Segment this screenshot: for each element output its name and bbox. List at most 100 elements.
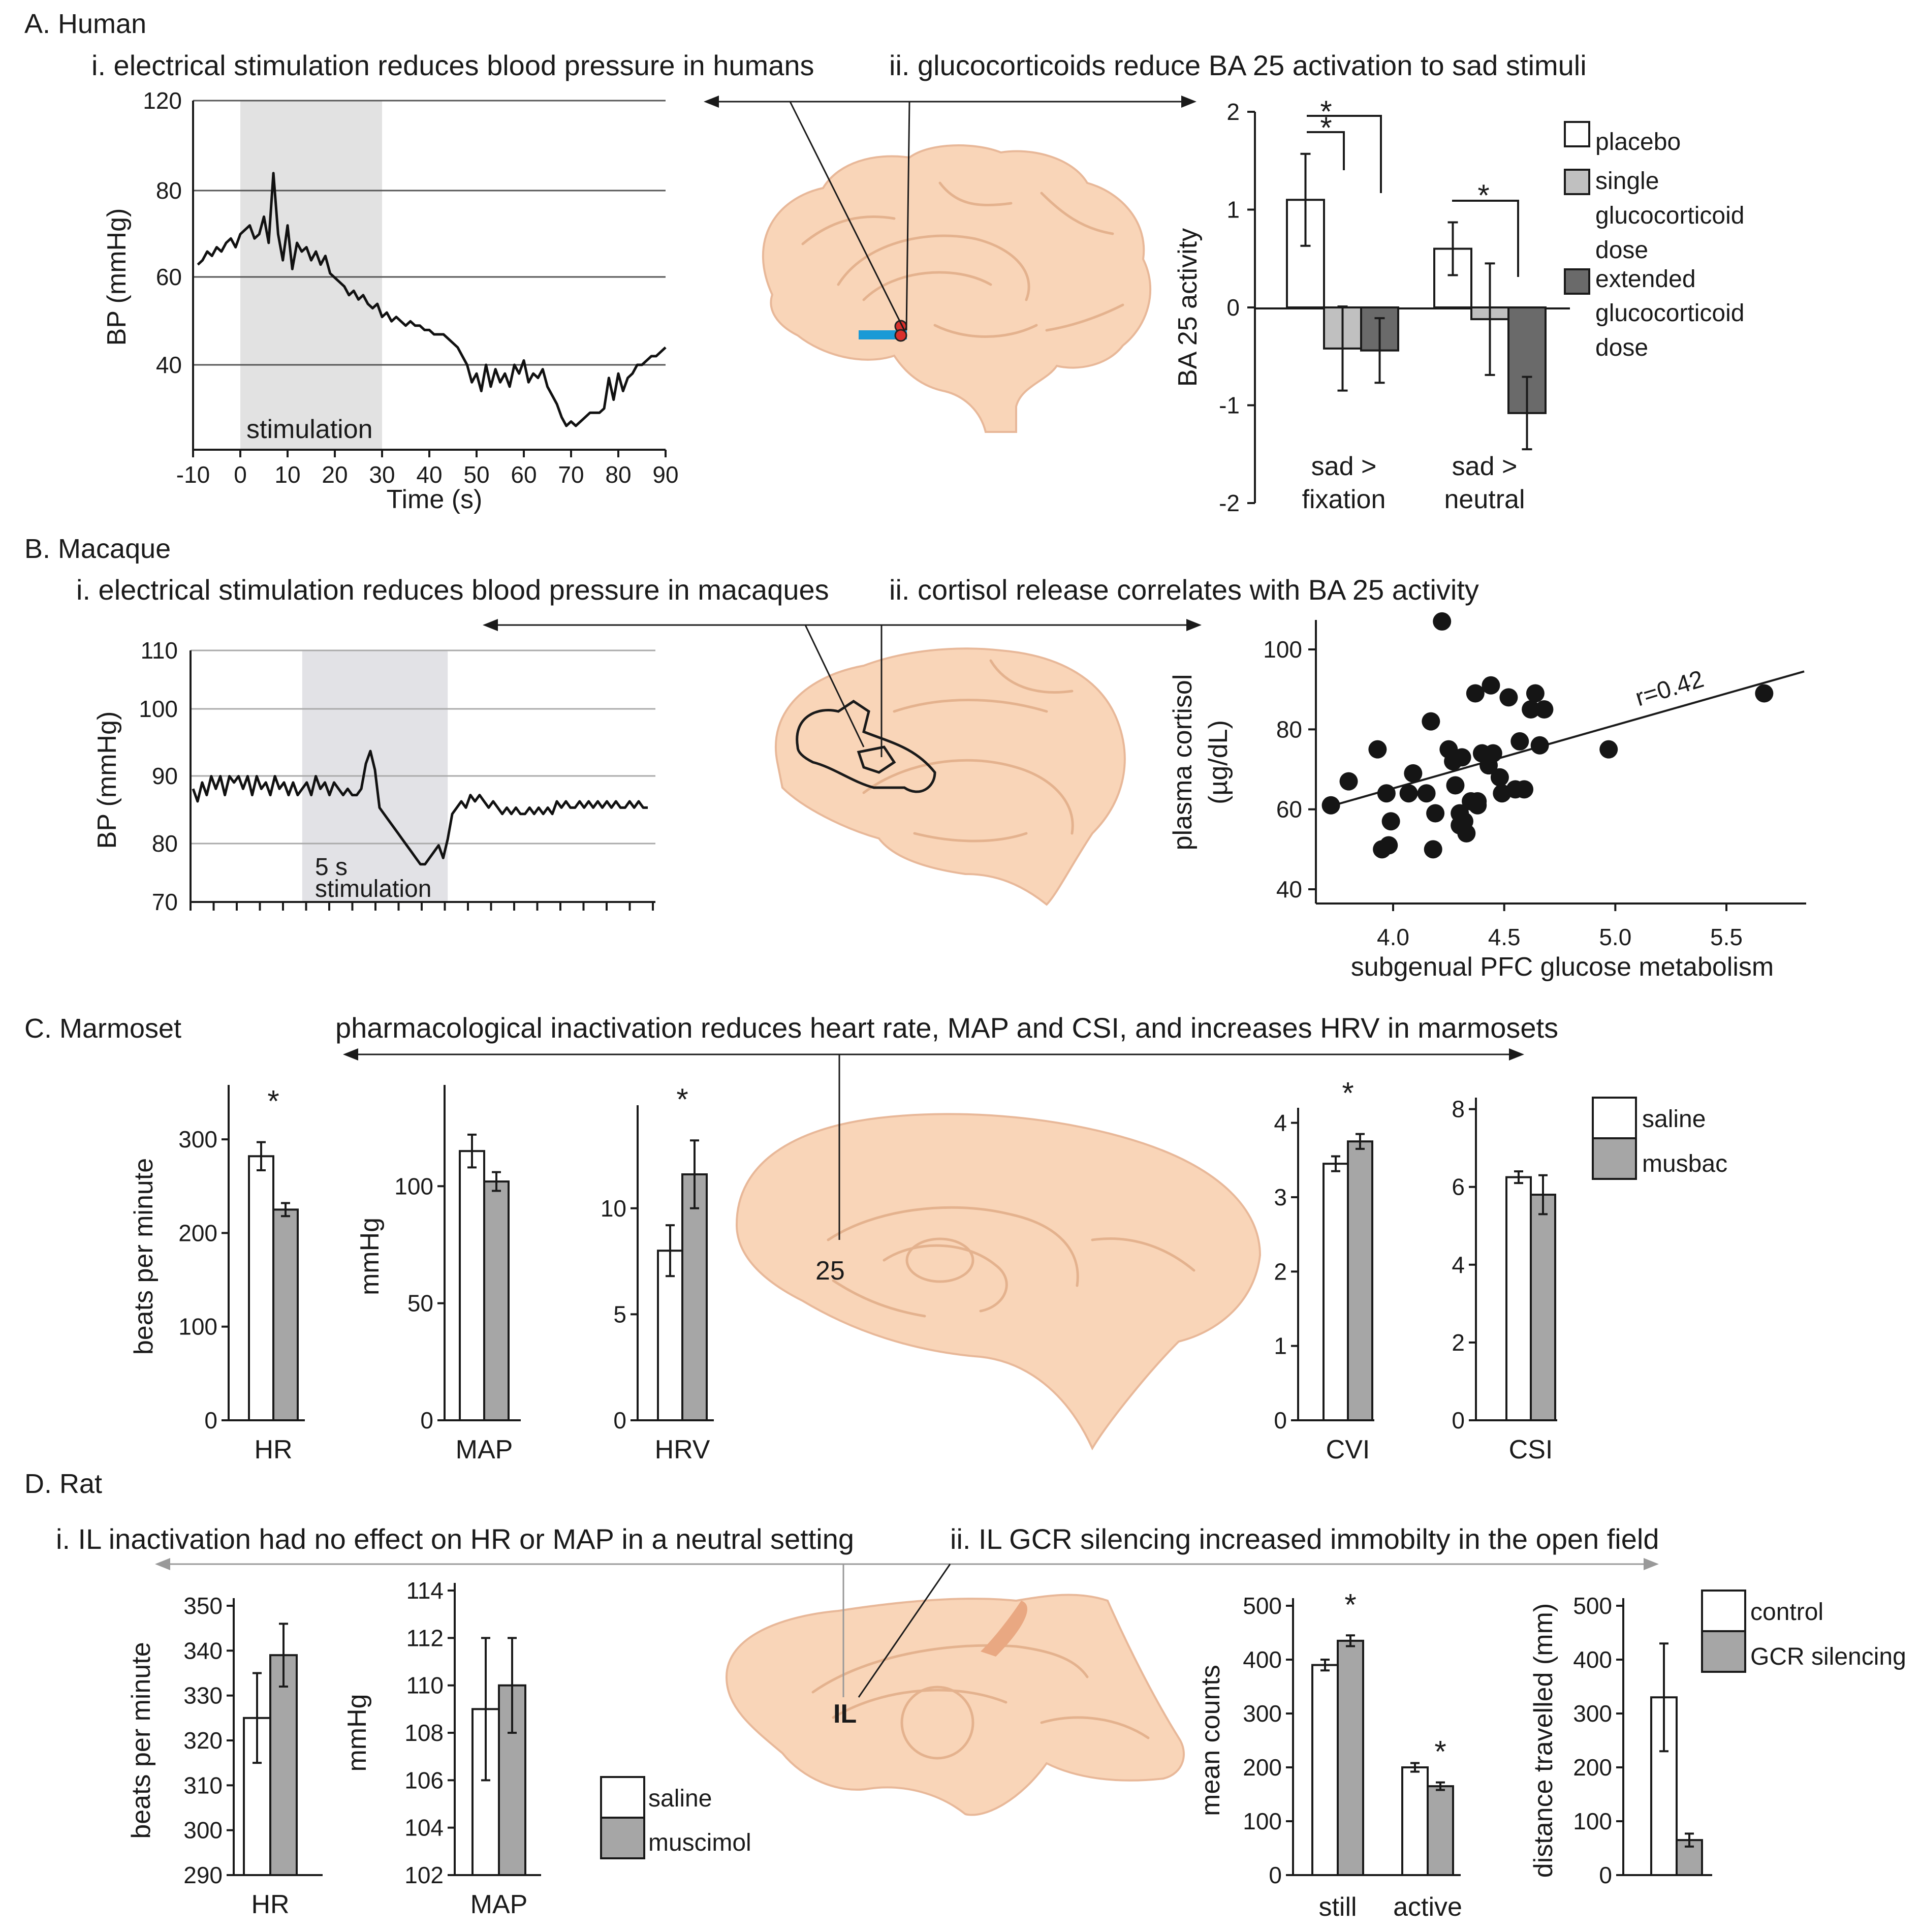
y-tick-120: 120 <box>143 87 182 114</box>
legend-swatch-saline <box>600 1776 645 1819</box>
subplot-counts: 0 100 200 300 400 500 mean counts still * active * <box>1196 1587 1462 1922</box>
y-tick-90: 90 <box>152 763 178 789</box>
ba25-inner-outline <box>857 745 896 774</box>
bar <box>1337 1639 1364 1876</box>
legend-glucocorticoid: glucocorticoid <box>1595 202 1744 229</box>
scatter-point <box>1530 736 1549 755</box>
y-tick-label: 50 <box>407 1290 433 1317</box>
brain-fold <box>893 699 1048 713</box>
legend-musbac: musbac <box>1642 1150 1727 1177</box>
scatter-point <box>1522 700 1540 719</box>
y-tick-label: 0 <box>1226 294 1240 321</box>
chart-b-ii: 40 60 80 100 4.0 4.5 5.0 5.5 plasma cortisol (µ… <box>1168 612 1806 982</box>
panel-c-title: pharmacological inactivation reduces hea… <box>335 1012 1558 1044</box>
x-tick-label: 4.0 <box>1377 924 1409 950</box>
scatter-point <box>1526 684 1545 703</box>
brain-fold <box>811 1644 1089 1694</box>
bar <box>459 1150 485 1421</box>
panel-c-label: C. Marmoset <box>24 1013 181 1044</box>
brain-outline <box>725 1594 1185 1816</box>
y-tick-label: 112 <box>406 1625 444 1651</box>
brain-fold <box>1045 303 1124 332</box>
subplot-map: 0 50 100 mmHg MAP <box>355 1085 521 1464</box>
y-tick-label: 102 <box>404 1862 444 1888</box>
y-tick-label: 4 <box>1452 1252 1465 1278</box>
legend-swatch-placebo <box>1564 121 1590 147</box>
scatter-point <box>1510 732 1529 751</box>
scatter-point <box>1468 792 1487 811</box>
scatter-point <box>1422 712 1440 731</box>
y-tick-label: 100 <box>394 1173 433 1199</box>
x-tick-label: 60 <box>511 461 537 488</box>
brain-fold <box>862 271 992 301</box>
bar <box>1401 1766 1429 1876</box>
rat-brain-illustration: IL <box>155 1558 1659 1816</box>
y-tick-label: 0 <box>1274 1407 1287 1434</box>
y-tick-label: 330 <box>183 1682 223 1709</box>
y-tick-label: 300 <box>1243 1700 1282 1727</box>
legend-control: control <box>1750 1599 1823 1626</box>
y-tick-label: 100 <box>178 1314 217 1340</box>
brain-fold <box>1040 1716 1150 1739</box>
brain-fold <box>862 759 1074 835</box>
arrowhead-left <box>704 96 719 108</box>
y-tick-110: 110 <box>141 637 178 664</box>
category-label: CSI <box>1509 1435 1553 1464</box>
marmoset-brain-illustration: 25 <box>343 1048 1524 1451</box>
y-tick-label: 340 <box>183 1637 223 1664</box>
sig-star: * <box>1477 178 1489 212</box>
legend-placebo: placebo <box>1595 129 1681 155</box>
brain-outline <box>774 647 1126 906</box>
sig-star: * <box>1434 1735 1446 1769</box>
group-label-2-line2: neutral <box>1444 485 1525 514</box>
category-label: MAP <box>456 1435 513 1464</box>
y-axis-label: BP (mmHg) <box>102 208 132 346</box>
brain-fold <box>938 181 1013 207</box>
y-tick-label: 80 <box>1276 716 1302 742</box>
pointer-line <box>905 101 910 331</box>
y-tick-label: -2 <box>1219 490 1240 516</box>
y-tick-label: 4 <box>1274 1110 1287 1136</box>
x-ticks: -10 0 10 20 30 40 50 60 70 80 90 <box>176 450 679 488</box>
y-tick-label: 104 <box>404 1815 444 1841</box>
brain-fold <box>989 659 1074 694</box>
sig-star: * <box>1342 1076 1353 1110</box>
y-axis-label-line2: (µg/dL) <box>1204 720 1233 804</box>
electrode-marker <box>894 329 907 342</box>
brain-fold <box>905 1237 974 1283</box>
stimulation-label: stimulation <box>246 415 373 444</box>
legend-saline: saline <box>648 1785 712 1812</box>
category-label: still <box>1318 1892 1357 1922</box>
y-tick-100: 100 <box>139 696 178 722</box>
panel-b-i-title: i. electrical stimulation reduces blood … <box>76 574 829 606</box>
scatter-point <box>1417 784 1436 803</box>
il-label: IL <box>833 1699 857 1729</box>
x-tick-label: -10 <box>176 461 210 488</box>
y-axis-label: mmHg <box>355 1218 385 1295</box>
brain-fold <box>827 1206 1079 1287</box>
y-tick-label: -1 <box>1219 392 1240 419</box>
arrowhead-right <box>1644 1558 1659 1570</box>
y-tick-80: 80 <box>156 177 182 204</box>
sig-bracket <box>1307 131 1345 170</box>
scatter-points <box>1321 612 1774 859</box>
legend-swatch-saline <box>1592 1097 1637 1139</box>
x-axis-label: subgenual PFC glucose metabolism <box>1351 952 1774 982</box>
scatter-point <box>1482 676 1500 695</box>
scatter-point <box>1599 740 1618 759</box>
y-tick-label: 100 <box>1263 636 1302 663</box>
panel-a-ii-title: ii. glucocorticoids reduce BA 25 activat… <box>889 49 1587 81</box>
legend-saline: saline <box>1642 1106 1706 1133</box>
group-label-1-line2: fixation <box>1302 485 1386 514</box>
arrowhead-left <box>155 1558 170 1570</box>
scatter-point <box>1404 764 1423 783</box>
subplot-cvi: 0 1 2 3 4 CVI * <box>1274 1076 1374 1464</box>
x-tick-label: 5.0 <box>1599 924 1631 950</box>
y-tick-label: 0 <box>204 1407 217 1434</box>
scatter-point <box>1499 688 1518 707</box>
y-axis-label: mean counts <box>1196 1665 1225 1816</box>
ticks: 40 60 80 100 4.0 4.5 5.0 5.5 <box>1263 636 1743 950</box>
y-axis-label: BA 25 activity <box>1173 228 1203 387</box>
y-tick-label: 2 <box>1274 1258 1287 1285</box>
subplot-counts: 0 100 200 300 400 500 distance travelled (mm) <box>1529 1593 1712 1888</box>
